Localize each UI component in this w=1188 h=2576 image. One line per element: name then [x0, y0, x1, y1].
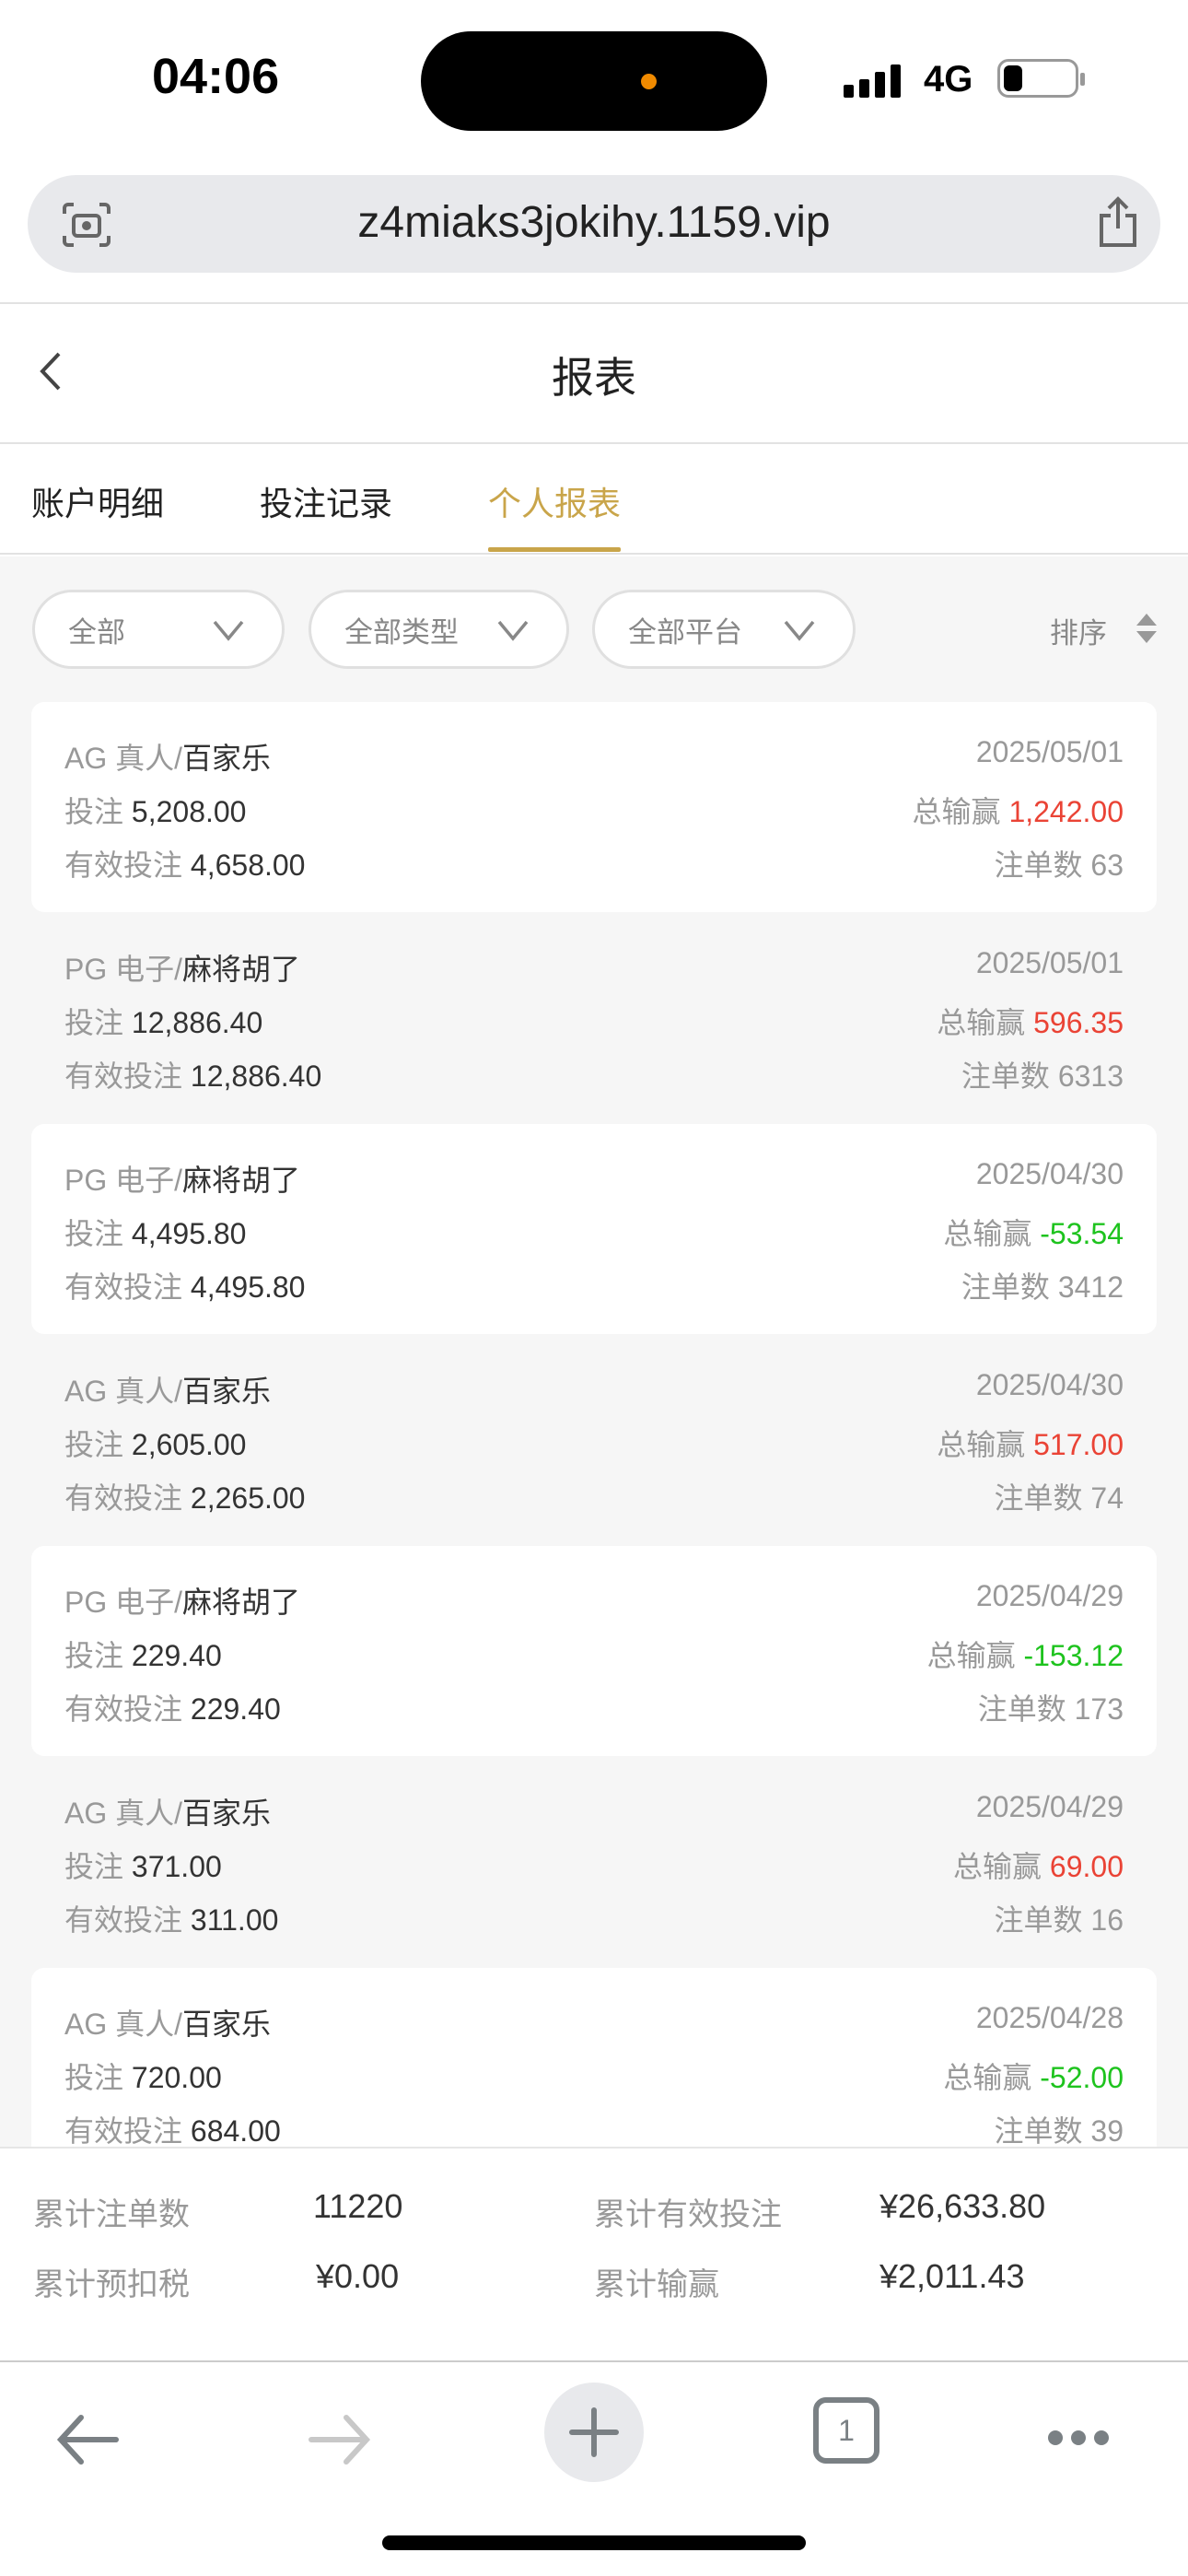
report-row[interactable]: AG 真人/百家乐 2025/04/29 投注 371.00 总输赢 69.00…	[31, 1757, 1157, 1967]
report-row[interactable]: PG 电子/麻将胡了 2025/04/29 投注 229.40 总输赢 -153…	[31, 1546, 1157, 1756]
total-valid-label: 累计有效投注	[594, 2197, 782, 2232]
summary-footer: 累计注单数 11220 累计有效投注 ¥26,633.80 累计预扣税 ¥0.0…	[0, 2147, 1188, 2360]
game-name: PG 电子/麻将胡了	[64, 953, 301, 986]
game-name: PG 电子/麻将胡了	[64, 1164, 301, 1197]
page-title: 报表	[552, 354, 636, 402]
record-date: 2025/05/01	[975, 946, 1124, 979]
total-orders-label: 累计注单数	[33, 2197, 190, 2232]
record-date: 2025/04/30	[975, 1368, 1124, 1401]
tabs-button[interactable]: 1	[813, 2397, 879, 2464]
filter-label: 全部类型	[344, 615, 459, 649]
win-loss: 总输赢 -53.54	[943, 1217, 1124, 1250]
sort-button[interactable]: 排序	[1050, 610, 1157, 651]
network-type: 4G	[924, 59, 973, 100]
address-bar[interactable]: z4miaks3jokihy.1159.vip	[28, 175, 1160, 273]
share-icon[interactable]	[1096, 195, 1140, 249]
tax-value: ¥0.00	[316, 2257, 400, 2295]
bet-amount: 投注 371.00	[64, 1850, 222, 1883]
active-tab-indicator	[488, 547, 621, 552]
record-date: 2025/05/01	[975, 735, 1124, 768]
valid-bet: 有效投注 684.00	[64, 2114, 281, 2147]
tax-label: 累计预扣税	[33, 2267, 190, 2302]
valid-bet: 有效投注 229.40	[64, 1692, 281, 1726]
forward-arrow-icon[interactable]	[308, 2414, 372, 2465]
valid-bet: 有效投注 311.00	[64, 1903, 279, 1937]
report-row[interactable]: AG 真人/百家乐 2025/05/01 投注 5,208.00 总输赢 1,2…	[31, 702, 1157, 912]
total-valid-value: ¥26,633.80	[879, 2187, 1046, 2225]
record-date: 2025/04/29	[975, 1790, 1124, 1823]
new-tab-button[interactable]	[544, 2383, 644, 2482]
report-row[interactable]: PG 电子/麻将胡了 2025/04/30 投注 4,495.80 总输赢 -5…	[31, 1124, 1157, 1334]
game-name: AG 真人/百家乐	[64, 1797, 272, 1830]
order-count: 注单数 39	[994, 2114, 1124, 2147]
filter-label: 全部平台	[628, 615, 742, 649]
sort-icon	[1136, 614, 1157, 643]
valid-bet: 有效投注 12,886.40	[64, 1060, 322, 1093]
win-loss: 总输赢 -153.12	[926, 1639, 1124, 1672]
plus-icon	[569, 2407, 619, 2457]
status-time: 04:06	[152, 49, 280, 104]
valid-bet: 有效投注 4,495.80	[64, 1270, 306, 1304]
filter-type[interactable]: 全部类型	[309, 590, 569, 669]
back-chevron-icon[interactable]	[37, 350, 64, 392]
bet-amount: 投注 720.00	[64, 2061, 222, 2094]
bet-amount: 投注 4,495.80	[64, 1217, 247, 1250]
game-name: AG 真人/百家乐	[64, 2008, 272, 2041]
win-loss: 总输赢 596.35	[937, 1006, 1124, 1039]
game-name: PG 电子/麻将胡了	[64, 1586, 301, 1619]
signal-icon	[844, 64, 901, 98]
win-loss: 总输赢 517.00	[937, 1428, 1124, 1461]
total-winloss-label: 累计输赢	[594, 2267, 719, 2302]
tab-bet-records[interactable]: 投注记录	[260, 485, 393, 522]
filter-all[interactable]: 全部	[32, 590, 285, 669]
order-count: 注单数 6313	[961, 1060, 1124, 1093]
bet-amount: 投注 12,886.40	[64, 1006, 263, 1039]
bet-amount: 投注 229.40	[64, 1639, 222, 1672]
filter-platform[interactable]: 全部平台	[592, 590, 856, 669]
valid-bet: 有效投注 4,658.00	[64, 849, 306, 882]
report-row[interactable]: PG 电子/麻将胡了 2025/05/01 投注 12,886.40 总输赢 5…	[31, 913, 1157, 1123]
order-count: 注单数 63	[994, 849, 1124, 882]
url-text[interactable]: z4miaks3jokihy.1159.vip	[357, 198, 831, 247]
battery-icon	[997, 59, 1085, 98]
valid-bet: 有效投注 2,265.00	[64, 1481, 306, 1515]
report-row[interactable]: AG 真人/百家乐 2025/04/30 投注 2,605.00 总输赢 517…	[31, 1335, 1157, 1545]
record-date: 2025/04/29	[975, 1579, 1124, 1612]
back-arrow-icon[interactable]	[55, 2414, 120, 2465]
order-count: 注单数 173	[977, 1692, 1124, 1726]
win-loss: 总输赢 -52.00	[943, 2061, 1124, 2094]
chevron-down-icon	[784, 620, 815, 641]
record-date: 2025/04/30	[975, 1157, 1124, 1190]
total-orders-value: 11220	[313, 2187, 403, 2225]
report-row[interactable]: AG 真人/百家乐 2025/04/28 投注 720.00 总输赢 -52.0…	[31, 1968, 1157, 2147]
home-indicator	[382, 2535, 806, 2550]
bet-amount: 投注 2,605.00	[64, 1428, 247, 1461]
game-name: AG 真人/百家乐	[64, 1375, 272, 1408]
bet-amount: 投注 5,208.00	[64, 795, 247, 828]
dynamic-island	[421, 31, 767, 131]
game-name: AG 真人/百家乐	[64, 742, 272, 775]
win-loss: 总输赢 69.00	[953, 1850, 1124, 1883]
chevron-down-icon	[497, 620, 529, 641]
chevron-down-icon	[213, 620, 244, 641]
browser-toolbar: 1	[0, 2360, 1188, 2576]
tab-account-details[interactable]: 账户明细	[31, 485, 165, 522]
win-loss: 总输赢 1,242.00	[912, 795, 1124, 828]
order-count: 注单数 16	[994, 1903, 1124, 1937]
report-content: 全部 全部类型 全部平台 排序 AG 真人/百家乐 2025/05/01 投注 …	[0, 556, 1188, 2147]
total-winloss-value: ¥2,011.43	[879, 2257, 1025, 2295]
scan-icon[interactable]	[61, 201, 112, 249]
order-count: 注单数 3412	[961, 1270, 1124, 1304]
order-count: 注单数 74	[994, 1481, 1124, 1515]
filter-label: 全部	[68, 615, 125, 649]
record-date: 2025/04/28	[975, 2001, 1124, 2034]
tab-personal-report[interactable]: 个人报表	[488, 485, 622, 522]
sort-label: 排序	[1050, 617, 1107, 650]
more-icon[interactable]	[1046, 2427, 1111, 2449]
